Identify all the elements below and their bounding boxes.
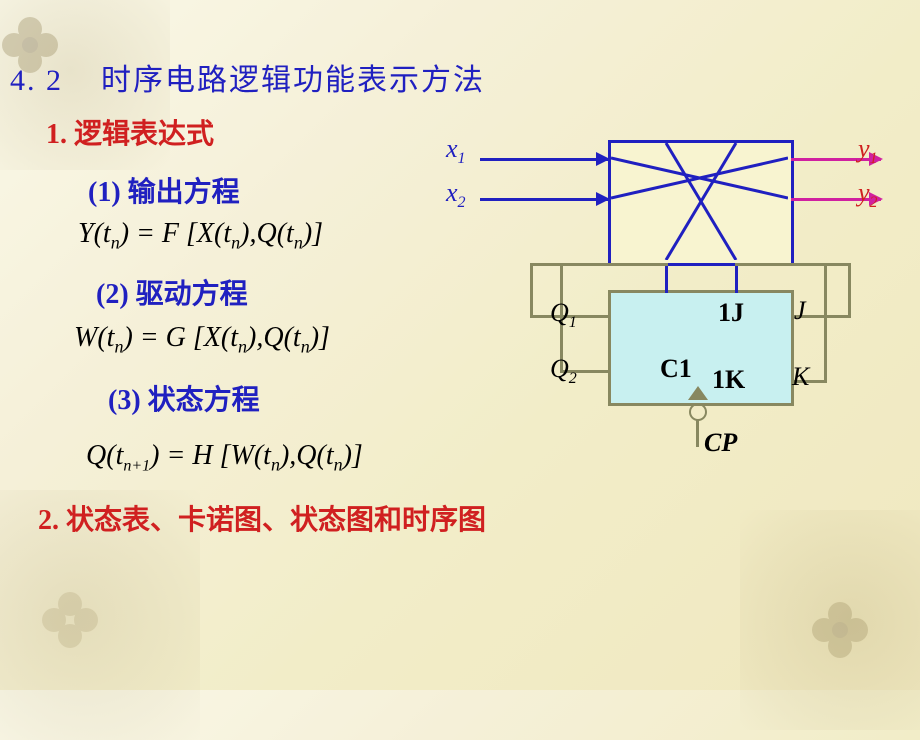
label-q1: Q1	[550, 298, 577, 332]
item-2-label: 驱动方程	[136, 279, 248, 310]
equation-3: Q(tn+1) = H [W(tn),Q(tn)]	[86, 440, 363, 476]
item-1-label: 输出方程	[128, 177, 240, 208]
label-cp: CP	[704, 428, 737, 458]
section-title: 4. 2 时序电路逻辑功能表示方法	[10, 55, 485, 99]
label-1j: 1J	[718, 298, 744, 328]
feedback-q1-v	[530, 263, 533, 318]
clock-triangle-icon	[688, 386, 708, 400]
label-j: J	[794, 296, 806, 326]
label-c1: C1	[660, 354, 692, 384]
label-x2: x2	[446, 178, 466, 212]
heading-1-num: 1.	[46, 119, 67, 150]
label-q2: Q2	[550, 354, 577, 388]
label-k: K	[792, 362, 809, 392]
section-title-text: 时序电路逻辑功能表示方法	[101, 64, 485, 97]
item-3: (3) 状态方程	[108, 378, 260, 418]
label-y2: y2	[858, 178, 878, 212]
section-number: 4. 2	[10, 64, 63, 97]
label-1k: 1K	[712, 365, 745, 395]
equation-2: W(tn) = G [X(tn),Q(tn)]	[74, 322, 330, 358]
drive-j-v	[848, 263, 851, 318]
clock-line	[696, 419, 699, 447]
cross-region	[611, 143, 788, 260]
heading-2: 2. 状态表、卡诺图、状态图和时序图	[38, 498, 486, 538]
input-line-x2	[480, 198, 608, 201]
item-1: (1) 输出方程	[88, 170, 240, 210]
heading-1-text: 逻辑表达式	[74, 119, 214, 150]
drive-k-v	[824, 263, 827, 383]
label-y1: y1	[858, 134, 878, 168]
circuit-diagram: x1 x2 y1 y2 Q1 Q2 1J C1 1K J K	[490, 130, 890, 470]
heading-1: 1. 逻辑表达式	[46, 112, 214, 152]
item-3-num: (3)	[108, 385, 141, 416]
label-x1: x1	[446, 134, 466, 168]
item-2-num: (2)	[96, 279, 129, 310]
item-1-num: (1)	[88, 177, 121, 208]
flower-decoration	[30, 580, 110, 660]
heading-2-num: 2.	[38, 505, 59, 536]
item-3-label: 状态方程	[148, 385, 260, 416]
flower-decoration	[800, 590, 880, 670]
heading-2-text: 状态表、卡诺图、状态图和时序图	[66, 505, 486, 536]
input-line-x1	[480, 158, 608, 161]
item-2: (2) 驱动方程	[96, 272, 248, 312]
equation-1: Y(tn) = F [X(tn),Q(tn)]	[78, 218, 323, 254]
